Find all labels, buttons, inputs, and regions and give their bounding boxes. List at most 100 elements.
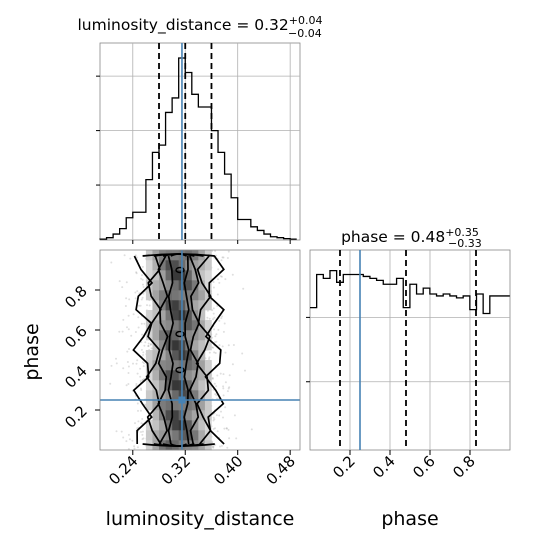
contour-lines: [132, 253, 225, 447]
density-cell: [152, 260, 160, 271]
y-tick-label: 0.2: [61, 402, 91, 432]
density-cell: [152, 370, 160, 381]
density-cell: [198, 290, 206, 301]
scatter-point: [220, 275, 223, 278]
density-cell: [165, 260, 173, 271]
scatter-point: [227, 344, 230, 347]
contour-line: [204, 255, 225, 445]
density-cell: [152, 320, 160, 331]
density-cell: [172, 360, 179, 371]
density-cell: [204, 400, 212, 411]
scatter-point: [225, 427, 228, 430]
scatter-point: [219, 275, 222, 278]
scatter-point: [136, 446, 139, 449]
density-cell: [159, 420, 166, 431]
scatter-point: [128, 348, 130, 350]
scatter-point: [140, 298, 143, 301]
density-cell: [172, 320, 179, 331]
scatter-point: [143, 344, 146, 347]
x-tick-label: 0.2: [329, 452, 359, 482]
density-cell: [185, 380, 193, 391]
scatter-point: [127, 383, 130, 385]
scatter-point: [143, 362, 145, 365]
panel-frame: [99, 249, 301, 451]
scatter-point: [212, 428, 215, 430]
scatter-point: [226, 446, 229, 449]
density-cell: [172, 260, 179, 271]
scatter-point: [216, 305, 219, 307]
scatter-point: [133, 447, 136, 450]
contour-loop: [175, 266, 185, 274]
density-cell: [185, 410, 193, 421]
scatter-point: [242, 287, 245, 290]
density-cell: [165, 270, 173, 281]
density-cell: [145, 290, 153, 301]
density-cell: [172, 270, 179, 281]
scatter-point: [208, 317, 211, 320]
scatter-point: [218, 414, 221, 417]
density-cell: [145, 430, 153, 441]
density-cell: [159, 290, 166, 301]
density-cell: [152, 360, 160, 371]
density-cell: [165, 350, 173, 361]
density-cell: [172, 300, 179, 311]
scatter-point: [217, 268, 220, 271]
scatter-point: [138, 304, 140, 307]
x-tick-label: 0.48: [263, 452, 299, 488]
scatter-point: [139, 379, 142, 382]
phase-x-axis-label: phase: [381, 508, 438, 530]
scatter-point: [127, 372, 130, 374]
phase-title-sub: −0.33: [448, 237, 482, 250]
scatter-point: [126, 350, 129, 353]
density-cell: [152, 390, 160, 401]
density-cell: [152, 380, 160, 391]
density-cell: [172, 350, 179, 361]
density-cell: [172, 400, 179, 411]
scatter-point: [137, 409, 139, 412]
scatter-point: [220, 259, 223, 262]
luminosity-distance-histogram-panel: luminosity_distance = 0.32+0.04 −0.04: [78, 14, 322, 244]
scatter-point: [216, 430, 219, 433]
scatter-point: [213, 351, 216, 354]
scatter-point: [218, 344, 221, 347]
density-cell: [152, 300, 160, 311]
scatter-point: [231, 363, 234, 366]
scatter-point: [212, 286, 215, 289]
density-cell: [198, 340, 206, 351]
density-cell: [145, 400, 153, 411]
density-cell: [152, 280, 160, 291]
density-cell: [172, 420, 179, 431]
density-cell: [172, 310, 179, 321]
density-cell: [198, 420, 206, 431]
x-tick-label: 0.24: [105, 452, 141, 488]
scatter-point: [211, 377, 214, 379]
truth-marker: [178, 396, 186, 404]
scatter-point: [221, 315, 224, 318]
x-axis-label: luminosity_distance: [106, 508, 295, 530]
density-cell: [165, 320, 173, 331]
scatter-point: [134, 331, 137, 333]
density-cell: [165, 310, 173, 321]
scatter-point: [215, 385, 218, 388]
scatter-point: [214, 393, 217, 396]
scatter-point: [139, 409, 142, 412]
scatter-point: [127, 433, 130, 436]
scatter-point: [120, 430, 123, 433]
scatter-point: [136, 402, 139, 405]
y-tick-label: 0.8: [61, 282, 91, 312]
phase-histogram-panel: 0.2 0.4 0.6 0.8 phase = 0.48+0.35 −0.33 pha…: [306, 226, 511, 530]
scatter-point: [208, 356, 211, 359]
phase-title: phase = 0.48+0.35: [341, 226, 479, 246]
scatter-point: [215, 414, 218, 417]
ticks: [96, 75, 291, 244]
density-cell: [191, 280, 199, 291]
density-cell: [198, 280, 206, 291]
scatter-point: [221, 345, 224, 348]
scatter-point: [208, 358, 210, 360]
scatter-point: [127, 328, 130, 331]
contour-cap: [142, 253, 215, 257]
y-tick-label: 0.6: [61, 322, 91, 352]
x-tick-label: 0.40: [210, 452, 246, 488]
contour-panel: 0.24 0.32 0.40 0.48 0.2 0.4 0.6 0.8 luminosity…: [21, 249, 301, 530]
scatter-point: [139, 304, 142, 307]
